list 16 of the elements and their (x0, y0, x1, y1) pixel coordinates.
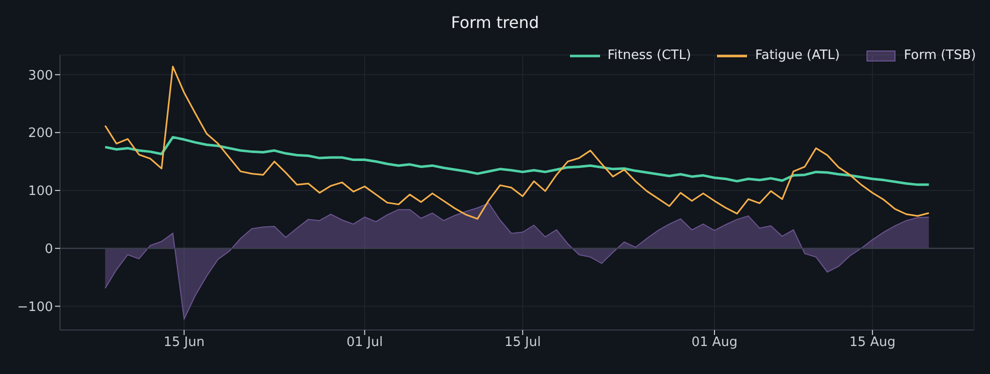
x-tick-label: 01 Aug (691, 335, 738, 350)
legend-label: Fitness (CTL) (608, 48, 692, 63)
x-tick-label: 15 Jun (164, 335, 205, 350)
y-tick-label: 100 (28, 184, 53, 200)
y-tick-label: 300 (28, 68, 53, 84)
line-series (104, 136, 930, 186)
legend-label: Fatigue (ATL) (755, 48, 840, 63)
y-tick-label: 0 (44, 242, 53, 257)
y-tick-label: 200 (28, 126, 53, 142)
legend-label: Form (TSB) (904, 48, 976, 63)
y-tick-label: −100 (17, 300, 53, 315)
chart-title: Form trend (450, 13, 540, 32)
x-tick-label: 15 Aug (849, 335, 896, 350)
x-tick-label: 01 Jul (346, 335, 383, 350)
x-tick-label: 15 Jul (504, 335, 541, 350)
line-series (104, 66, 930, 220)
